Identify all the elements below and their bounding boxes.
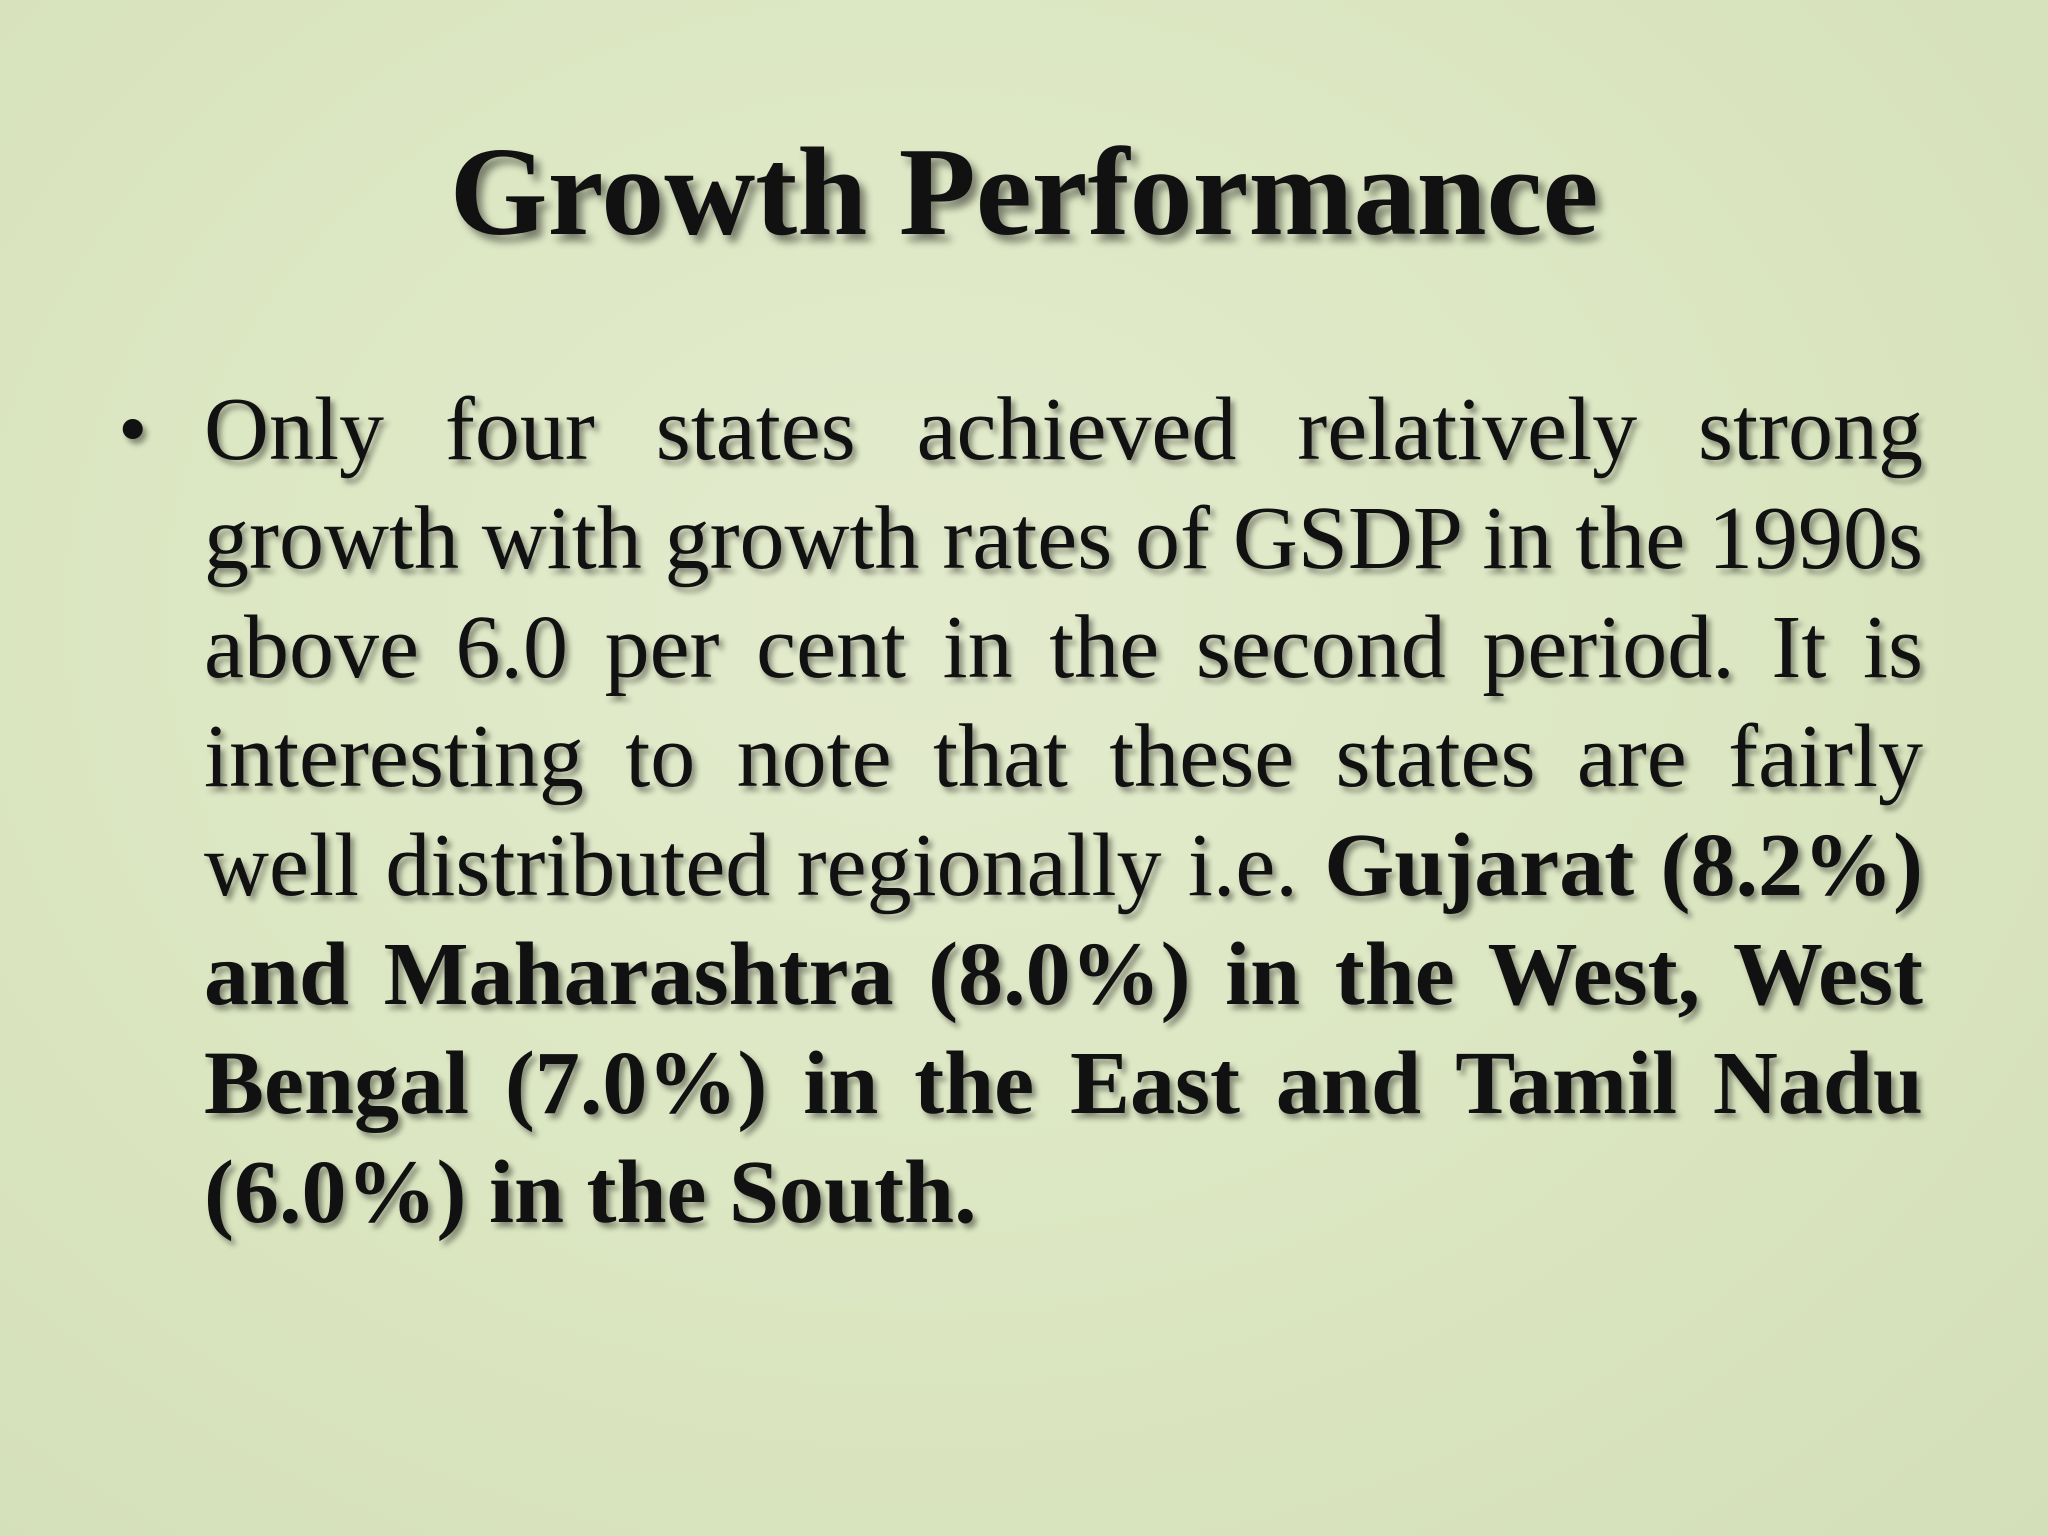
bullet-item: • Only four states achieved relatively s… xyxy=(118,375,1923,1247)
bullet-text: Only four states achieved relatively str… xyxy=(204,380,1923,1242)
bullet-marker: • xyxy=(118,383,148,476)
bullet-text-regular: Only four states achieved relatively str… xyxy=(204,380,1923,915)
bullet-text-bold: Gujarat (8.2%) and Maharashtra (8.0%) in… xyxy=(204,816,1923,1242)
slide-title: Growth Performance xyxy=(449,123,1599,262)
bullet-list: • Only four states achieved relatively s… xyxy=(118,375,1923,1247)
